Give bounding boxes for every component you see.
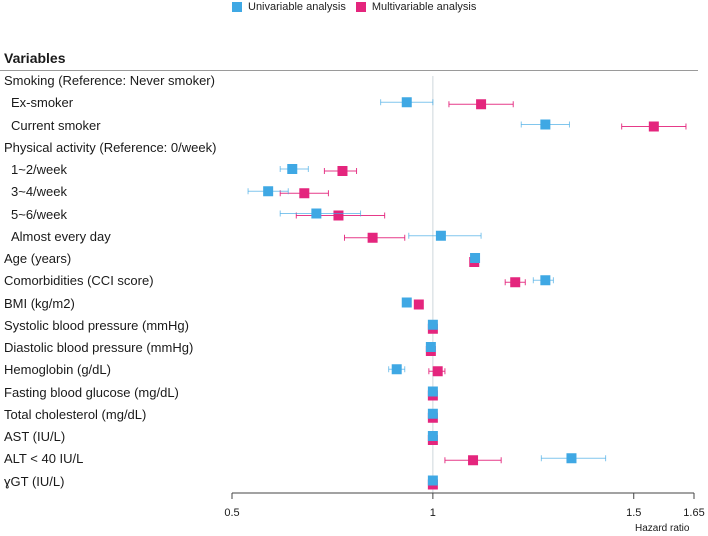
- uni-estimate-marker: [540, 119, 551, 130]
- uni-estimate-marker: [425, 342, 436, 352]
- uni-estimate-marker: [401, 97, 412, 108]
- uni-estimate-marker: [427, 475, 438, 486]
- row-label: 1~2/week: [11, 162, 68, 177]
- uni-estimate-marker: [427, 408, 438, 419]
- row-label: 5~6/week: [11, 206, 68, 222]
- variables-heading: Variables: [4, 50, 66, 66]
- row-label: Age (years): [4, 251, 72, 266]
- row-label: Current smoker: [11, 117, 101, 133]
- multi-estimate-marker: [367, 232, 378, 243]
- uni-estimate-marker: [427, 319, 438, 330]
- multi-estimate-marker: [476, 99, 487, 110]
- uni-estimate-marker: [540, 275, 551, 286]
- uni-estimate-marker: [287, 164, 298, 174]
- row-label: Almost every day: [11, 228, 111, 244]
- uni-estimate-marker: [566, 453, 577, 464]
- multi-estimate-marker: [468, 455, 479, 466]
- row-label: Fasting blood glucose (mg/dL): [4, 384, 179, 400]
- uni-estimate-marker: [401, 297, 412, 308]
- multi-estimate-marker: [648, 121, 659, 132]
- row-label: Smoking (Reference: Never smoker): [4, 73, 215, 88]
- row-label: Physical activity (Reference: 0/week): [4, 139, 217, 155]
- row-label: Systolic blood pressure (mmHg): [4, 317, 189, 333]
- legend-label-multivariable: Multivariable analysis: [371, 1, 477, 13]
- x-tick-label: 1: [429, 507, 436, 519]
- legend-label-univariable: Univariable analysis: [248, 1, 346, 13]
- uni-estimate-marker: [263, 186, 274, 197]
- header-rule: [0, 70, 698, 71]
- legend-swatch-multivariable: [355, 2, 366, 12]
- row-label: Total cholesterol (mg/dL): [4, 406, 147, 422]
- multi-estimate-marker: [510, 277, 521, 288]
- row-label: Comorbidities (CCI score): [4, 273, 154, 289]
- legend-item-univariable[interactable]: Univariable analysis: [232, 1, 346, 13]
- legend-swatch-univariable: [232, 2, 242, 12]
- multi-estimate-marker: [299, 188, 310, 199]
- uni-estimate-marker: [391, 364, 402, 375]
- row-label: ɣGT (IU/L): [4, 473, 65, 489]
- row-label: 3~4/week: [11, 184, 68, 200]
- row-label: Diastolic blood pressure (mmHg): [4, 340, 194, 355]
- x-tick-label: 0.5: [224, 507, 240, 519]
- row-label: BMI (kg/m2): [4, 295, 75, 311]
- uni-estimate-marker: [427, 431, 438, 441]
- legend: Univariable analysis Multivariable analy…: [232, 0, 486, 14]
- uni-estimate-marker: [311, 208, 322, 219]
- multi-estimate-marker: [333, 210, 344, 221]
- x-axis-title: Hazard ratio: [635, 523, 690, 534]
- row-label: AST (IU/L): [4, 429, 66, 444]
- row-label: ALT < 40 IU/L: [4, 451, 84, 467]
- multi-estimate-marker: [413, 299, 424, 310]
- uni-estimate-marker: [470, 253, 481, 263]
- uni-estimate-marker: [427, 386, 438, 397]
- multi-estimate-marker: [432, 366, 443, 377]
- multi-estimate-marker: [337, 166, 348, 176]
- row-label: Hemoglobin (g/dL): [4, 362, 111, 378]
- legend-item-multivariable[interactable]: Multivariable analysis: [355, 1, 477, 13]
- x-tick-label: 1.65: [683, 507, 705, 519]
- row-label: Ex-smoker: [11, 95, 74, 111]
- x-tick-label: 1.5: [626, 507, 642, 519]
- uni-estimate-marker: [435, 230, 446, 241]
